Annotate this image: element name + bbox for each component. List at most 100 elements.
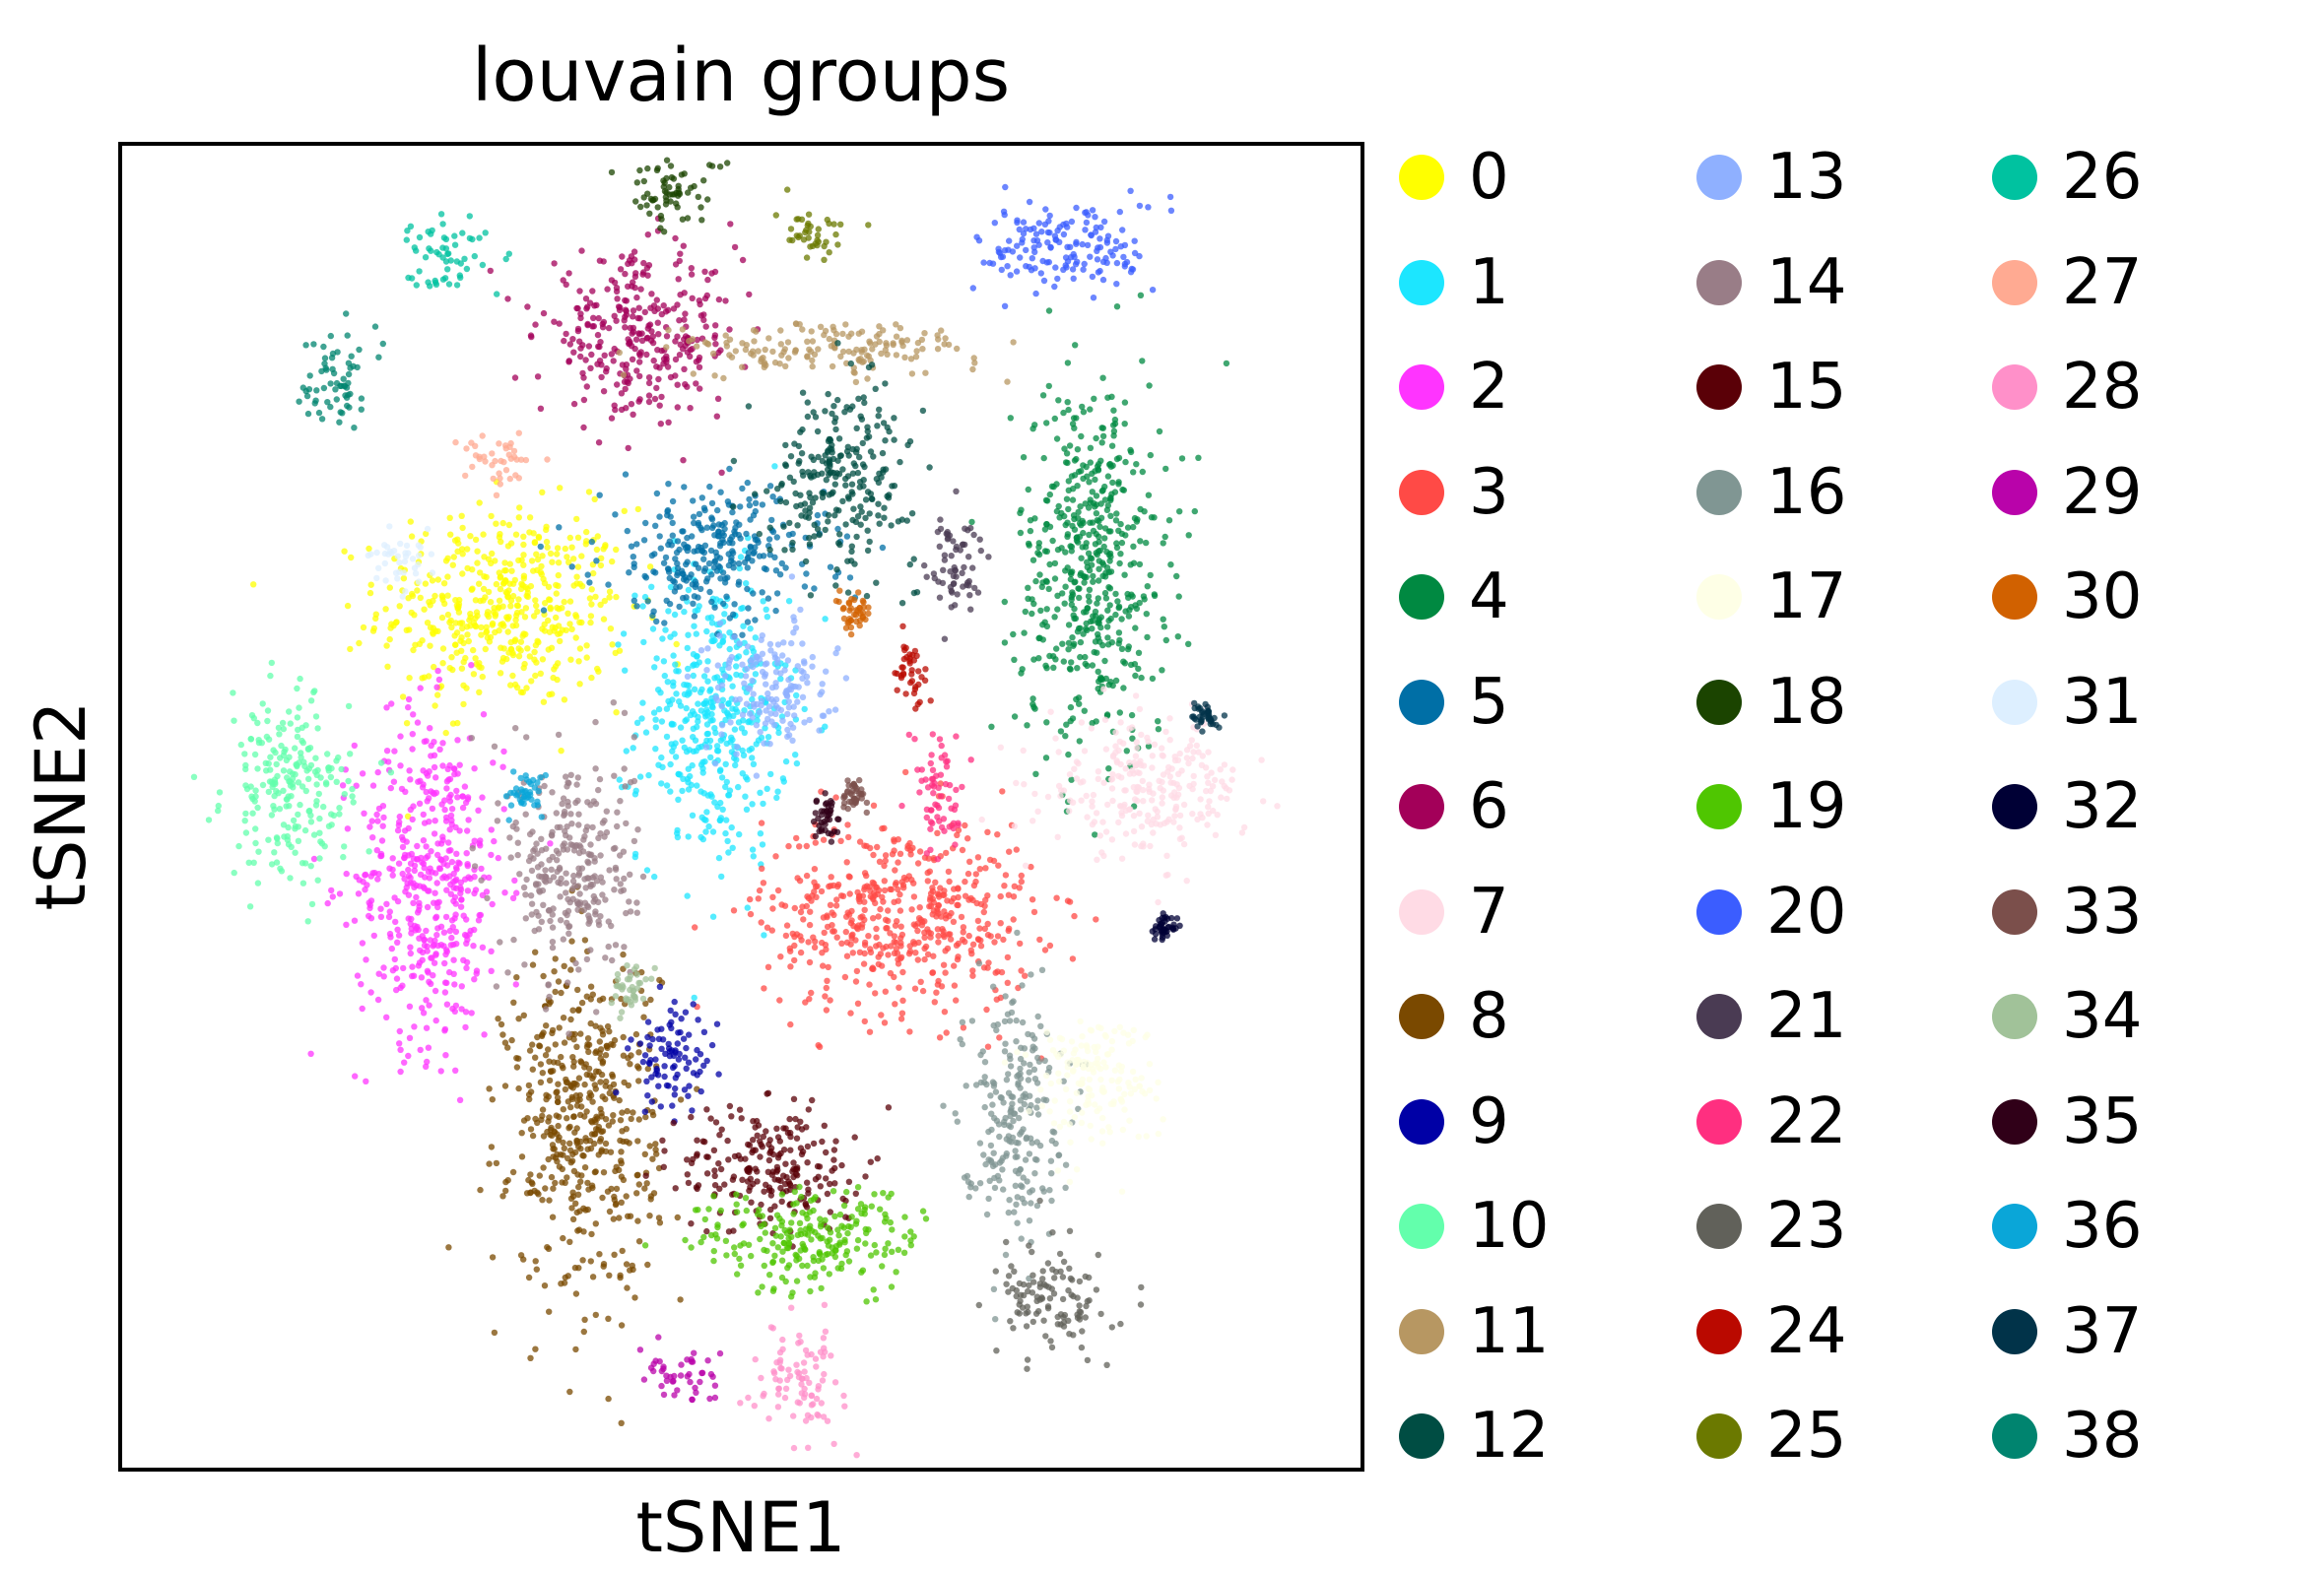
cluster-point [383,642,390,649]
cluster-point [453,629,461,636]
cluster-point [1144,583,1152,590]
cluster-point [561,696,568,703]
cluster-point [571,1030,578,1038]
cluster-point [1106,602,1113,609]
cluster-point [1085,550,1093,557]
cluster-point [410,646,417,654]
cluster-point [621,765,628,772]
cluster-point [370,932,377,940]
cluster-point [574,534,582,541]
cluster-point [280,787,287,794]
cluster-point [644,1018,652,1025]
cluster-point [1062,583,1069,590]
cluster-point [865,363,873,371]
cluster-point [664,508,671,515]
cluster-point [1116,559,1123,567]
cluster-point [1151,741,1159,748]
cluster-point [609,558,616,565]
cluster-point [569,1189,576,1196]
cluster-point [454,770,461,777]
cluster-point [818,887,826,895]
cluster-point [643,1078,650,1085]
cluster-point [650,357,657,364]
cluster-point [968,518,975,526]
cluster-point [593,301,600,308]
cluster-point [602,1116,610,1123]
cluster-point [439,740,446,747]
cluster-point [729,844,736,851]
cluster-point [734,743,741,751]
cluster-point [1096,638,1103,645]
cluster-point [398,833,406,841]
cluster-point [888,943,895,950]
cluster-point [736,640,743,647]
cluster-point [1180,801,1188,809]
cluster-point [690,497,697,504]
cluster-point [1160,787,1167,794]
cluster-point [1071,765,1078,772]
cluster-point [472,536,480,544]
cluster-point [555,731,563,739]
cluster-point [701,268,708,275]
cluster-point [918,336,926,344]
cluster-point [759,650,766,657]
cluster-point [1094,517,1101,524]
cluster-point [327,773,335,781]
cluster-point [1043,606,1050,613]
cluster-point [367,915,375,922]
cluster-point [837,892,845,899]
cluster-point [549,624,556,630]
cluster-point [1068,659,1075,666]
cluster-point [621,944,628,951]
cluster-point [508,1036,515,1044]
cluster-point [845,333,852,340]
cluster-point [585,903,592,911]
cluster-point [1059,640,1066,647]
cluster-point [981,925,988,932]
cluster-point [621,378,629,385]
cluster-point [340,853,347,861]
cluster-point [578,1172,585,1179]
cluster-point [1060,409,1067,417]
cluster-point [1130,827,1138,835]
cluster-point [1063,450,1071,457]
cluster-point [795,684,802,690]
cluster-point [1054,592,1061,599]
cluster-point [829,922,835,929]
cluster-point [1113,758,1121,766]
cluster-point [396,603,403,610]
cluster-point [633,719,641,726]
cluster-point [713,567,721,574]
cluster-point [511,877,518,885]
cluster-point [587,364,594,371]
cluster-point [768,718,775,725]
cluster-point [1061,600,1068,607]
cluster-point [711,799,718,806]
cluster-point [630,307,637,314]
cluster-point [370,624,377,632]
cluster-point [518,609,525,616]
cluster-point [283,756,291,764]
cluster-point [690,370,697,377]
cluster-point [760,800,766,808]
cluster-point [901,354,908,361]
cluster-point [700,790,707,797]
cluster-point [396,813,403,821]
cluster-point [869,879,876,886]
cluster-point [787,1020,794,1028]
cluster-point [861,942,869,949]
cluster-point [566,834,573,841]
cluster-point [982,865,989,872]
cluster-point [753,722,761,729]
cluster-point [456,827,463,834]
cluster-point [1022,608,1029,616]
cluster-point [464,887,472,894]
cluster-point [644,1261,651,1269]
cluster-point [717,489,724,495]
cluster-point [589,288,596,295]
cluster-point [1093,492,1100,499]
cluster-point [316,829,323,836]
cluster-point [507,854,514,861]
cluster-point [782,932,790,940]
cluster-point [1149,753,1157,759]
